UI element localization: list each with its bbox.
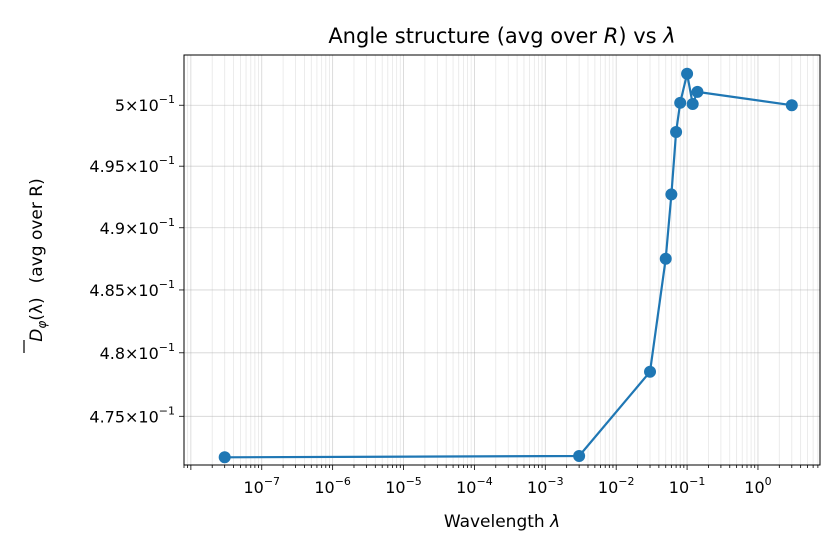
y-tick-label: 4.95×10−1 [89,154,175,176]
x-tick-label: 10−3 [527,475,564,497]
data-point [659,252,672,265]
x-tick-label: 10−6 [314,475,351,497]
y-ticks: 4.75×10−1 4.8×10−1 4.85×10−1 4.9×10−1 4.95×1… [89,93,184,426]
x-ticks: 10−7 10−6 10−5 10−4 10−3 10−2 10−1 100 [183,465,819,497]
grid [183,55,820,465]
plot-frame [183,54,821,466]
data-point [644,365,657,378]
data-point [674,96,687,109]
data-point [573,449,586,462]
data-point [681,67,694,80]
chart-title: Angle structure (avg over R) vs λ [328,24,675,48]
data-point [691,85,704,98]
x-tick-label: 10−1 [669,475,706,497]
y-axis-label: Dφ(λ)(avg over R) [23,178,49,353]
y-tick-label: 4.9×10−1 [100,216,175,238]
series [218,67,798,464]
data-point [665,188,678,201]
y-tick-label: 4.8×10−1 [100,341,175,363]
x-tick-label: 10−4 [456,475,493,497]
data-point [686,98,699,111]
data-point [218,451,231,464]
y-tick-label: 4.75×10−1 [89,404,175,426]
data-point [785,99,798,112]
y-tick-label: 4.85×10−1 [89,278,175,300]
svg-text:Dφ(λ)(avg over R): Dφ(λ)(avg over R) [27,178,49,341]
x-tick-label: 10−7 [243,475,280,497]
x-tick-label: 100 [744,475,771,497]
x-axis-label: Wavelength λ [444,512,560,532]
data-point [670,125,683,138]
y-tick-label: 5×10−1 [115,93,175,115]
x-tick-label: 10−2 [598,475,635,497]
x-tick-label: 10−5 [385,475,422,497]
